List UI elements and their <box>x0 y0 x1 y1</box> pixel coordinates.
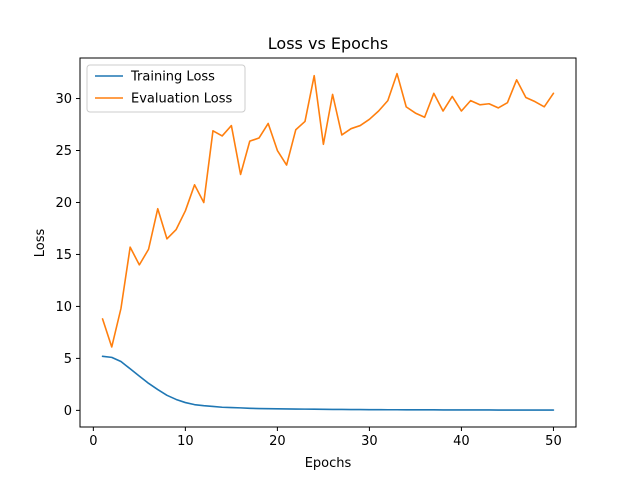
x-tick-label: 50 <box>545 434 562 449</box>
axes-frame <box>79 57 577 428</box>
y-tick-label: 30 <box>55 92 72 107</box>
x-tick-label: 20 <box>269 434 286 449</box>
training-loss-line <box>101 355 555 411</box>
evaluation-loss-line <box>101 72 555 348</box>
y-tick-label: 5 <box>64 352 72 367</box>
legend-box <box>86 64 246 113</box>
legend-label-training-loss: Training Loss <box>130 70 215 85</box>
x-tick-label: 40 <box>453 434 470 449</box>
legend: Training Loss Evaluation Loss <box>86 64 246 113</box>
ticks-layer: 0 10 20 30 40 50 0 5 10 15 20 25 30 <box>55 92 561 449</box>
legend-label-evaluation-loss: Evaluation Loss <box>131 92 232 107</box>
y-tick-label: 20 <box>55 196 72 211</box>
x-tick-label: 10 <box>177 434 194 449</box>
series-layer <box>101 72 555 411</box>
x-tick-label: 0 <box>89 434 97 449</box>
y-tick-label: 15 <box>55 248 72 263</box>
chart-title: Loss vs Epochs <box>268 34 388 53</box>
x-axis-label: Epochs <box>305 456 352 471</box>
y-tick-label: 0 <box>64 404 72 419</box>
y-tick-label: 10 <box>55 300 72 315</box>
y-tick-label: 25 <box>55 144 72 159</box>
x-tick-label: 30 <box>361 434 378 449</box>
y-axis-label: Loss <box>33 229 48 258</box>
